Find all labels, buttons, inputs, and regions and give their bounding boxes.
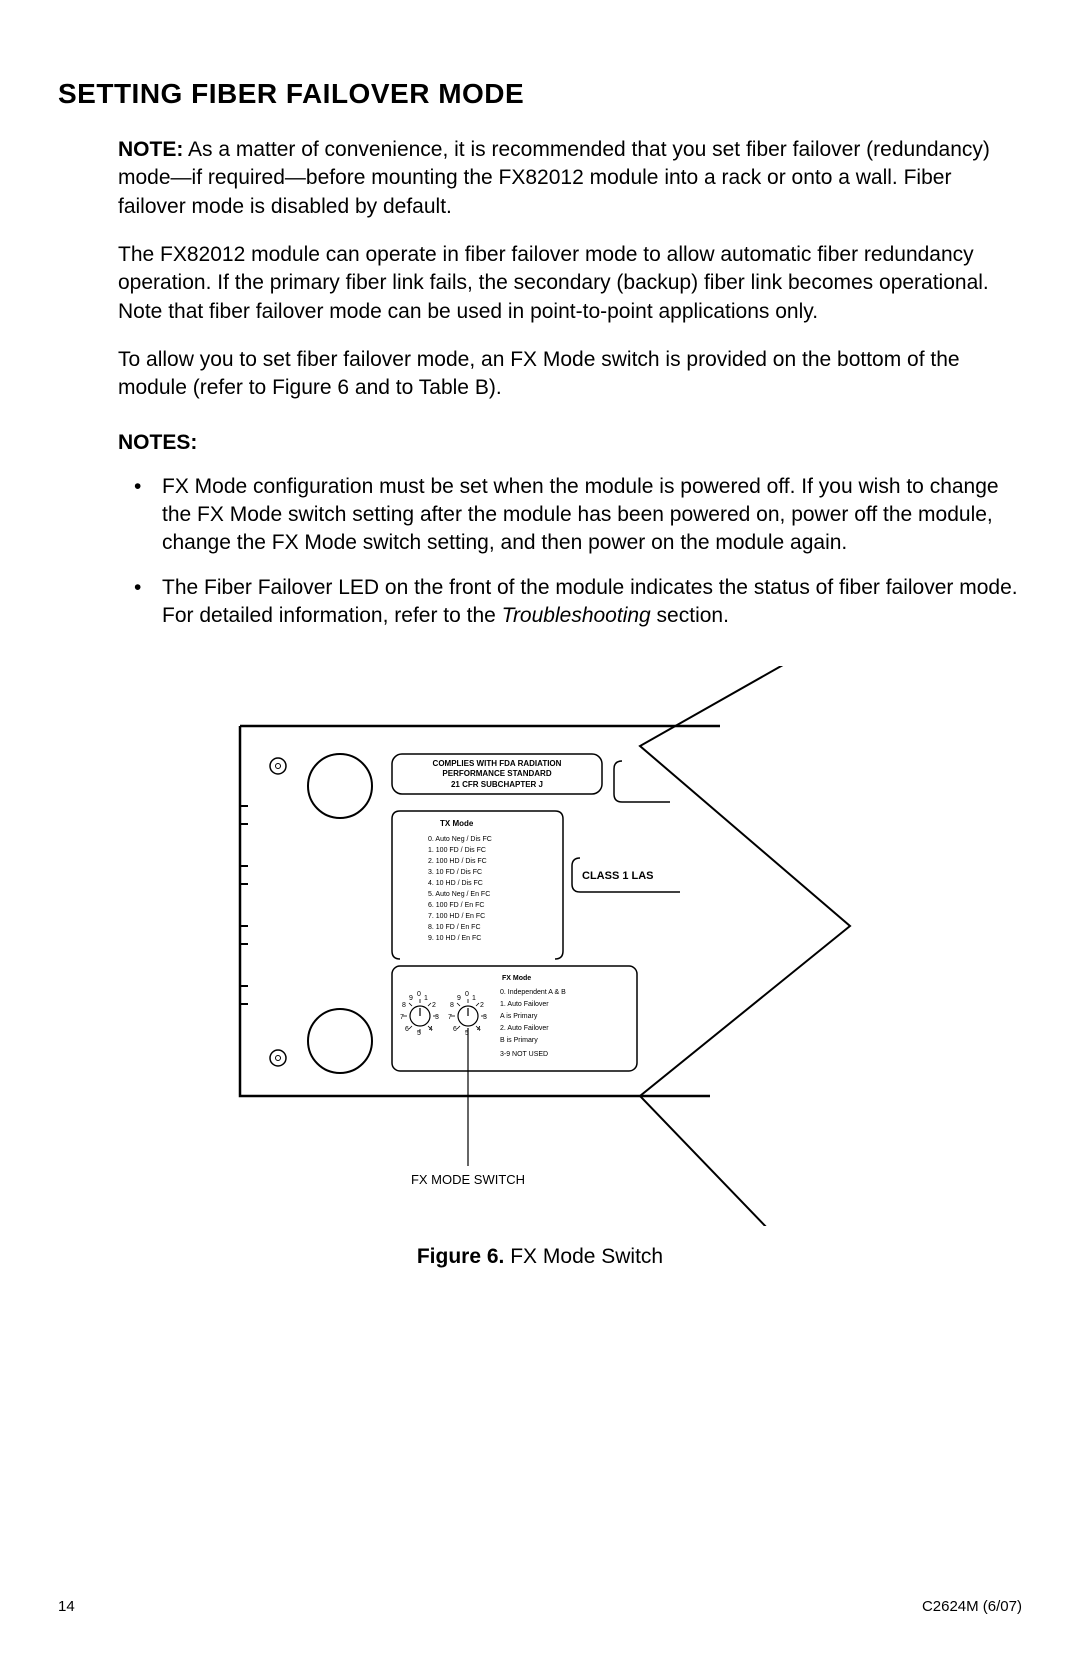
- svg-text:3. 10 FD / Dis FC: 3. 10 FD / Dis FC: [428, 869, 482, 876]
- svg-text:FX MODE SWITCH: FX MODE SWITCH: [411, 1172, 525, 1187]
- svg-text:1: 1: [472, 995, 476, 1002]
- document-id: C2624M (6/07): [922, 1598, 1022, 1615]
- svg-text:4: 4: [429, 1026, 433, 1033]
- svg-text:0. Auto Neg / Dis FC: 0. Auto Neg / Dis FC: [428, 836, 492, 843]
- svg-text:7: 7: [400, 1014, 404, 1021]
- list-item-text-italic: Troubleshooting: [502, 604, 651, 627]
- paragraph-3: To allow you to set fiber failover mode,…: [118, 346, 1022, 403]
- svg-text:3-9 NOT USED: 3-9 NOT USED: [500, 1051, 548, 1058]
- svg-text:0. Independent A & B: 0. Independent A & B: [500, 989, 566, 996]
- note-paragraph: NOTE: As a matter of convenience, it is …: [118, 136, 1022, 221]
- svg-text:6: 6: [453, 1026, 457, 1033]
- svg-text:21 CFR SUBCHAPTER J: 21 CFR SUBCHAPTER J: [451, 780, 543, 789]
- svg-text:9: 9: [409, 995, 413, 1002]
- svg-text:6. 100 FD / En FC: 6. 100 FD / En FC: [428, 902, 484, 909]
- svg-text:CLASS 1 LAS: CLASS 1 LAS: [582, 870, 654, 882]
- bullet-icon: •: [118, 574, 162, 631]
- svg-text:2. 100 HD / Dis FC: 2. 100 HD / Dis FC: [428, 858, 487, 865]
- notes-heading: NOTES:: [118, 431, 1022, 455]
- svg-text:4: 4: [477, 1026, 481, 1033]
- svg-text:7. 100 HD / En FC: 7. 100 HD / En FC: [428, 913, 485, 920]
- svg-text:FX Mode: FX Mode: [502, 975, 531, 982]
- svg-text:PERFORMANCE STANDARD: PERFORMANCE STANDARD: [442, 769, 551, 778]
- svg-text:TX Mode: TX Mode: [440, 819, 474, 828]
- page-number: 14: [58, 1598, 75, 1615]
- notes-list: • FX Mode configuration must be set when…: [118, 473, 1022, 631]
- svg-text:2: 2: [480, 1002, 484, 1009]
- fx-mode-switch-diagram: COMPLIES WITH FDA RADIATION PERFORMANCE …: [210, 666, 870, 1226]
- svg-text:8: 8: [402, 1002, 406, 1009]
- list-item: • The Fiber Failover LED on the front of…: [118, 574, 1022, 631]
- list-item-text-part: section.: [651, 604, 729, 627]
- figure-caption: Figure 6. FX Mode Switch: [58, 1245, 1022, 1269]
- svg-text:8: 8: [450, 1002, 454, 1009]
- svg-text:B is Primary: B is Primary: [500, 1037, 538, 1044]
- figure-caption-label: Figure 6.: [417, 1245, 505, 1268]
- svg-text:1: 1: [424, 995, 428, 1002]
- list-item-text: The Fiber Failover LED on the front of t…: [162, 574, 1022, 631]
- list-item-text: FX Mode configuration must be set when t…: [162, 473, 1022, 558]
- svg-text:9. 10 HD / En FC: 9. 10 HD / En FC: [428, 935, 481, 942]
- page-footer: 14 C2624M (6/07): [58, 1598, 1022, 1615]
- svg-text:3: 3: [435, 1014, 439, 1021]
- svg-text:1. Auto Failover: 1. Auto Failover: [500, 1001, 549, 1008]
- figure-caption-text: FX Mode Switch: [504, 1245, 663, 1268]
- section-title: SETTING FIBER FAILOVER MODE: [58, 78, 1022, 110]
- svg-text:8. 10 FD / En FC: 8. 10 FD / En FC: [428, 924, 481, 931]
- svg-text:9: 9: [457, 995, 461, 1002]
- svg-text:2. Auto Failover: 2. Auto Failover: [500, 1025, 549, 1032]
- paragraph-2: The FX82012 module can operate in fiber …: [118, 241, 1022, 326]
- rotary-dial-1-icon: 0 9 1 8 2 7 3 6 4 5: [400, 991, 439, 1037]
- svg-text:0: 0: [417, 991, 421, 998]
- figure: COMPLIES WITH FDA RADIATION PERFORMANCE …: [58, 666, 1022, 1269]
- svg-text:6: 6: [405, 1026, 409, 1033]
- svg-text:7: 7: [448, 1014, 452, 1021]
- svg-text:3: 3: [483, 1014, 487, 1021]
- svg-text:5. Auto Neg / En FC: 5. Auto Neg / En FC: [428, 891, 490, 898]
- svg-text:1. 100 FD / Dis FC: 1. 100 FD / Dis FC: [428, 847, 486, 854]
- svg-text:5: 5: [417, 1030, 421, 1037]
- note-label: NOTE:: [118, 138, 183, 161]
- bullet-icon: •: [118, 473, 162, 558]
- svg-text:4. 10 HD / Dis FC: 4. 10 HD / Dis FC: [428, 880, 483, 887]
- svg-text:0: 0: [465, 991, 469, 998]
- svg-text:COMPLIES WITH FDA RADIATION: COMPLIES WITH FDA RADIATION: [433, 759, 562, 768]
- svg-text:2: 2: [432, 1002, 436, 1009]
- svg-text:A is Primary: A is Primary: [500, 1013, 538, 1020]
- note-text: As a matter of convenience, it is recomm…: [118, 138, 990, 218]
- list-item: • FX Mode configuration must be set when…: [118, 473, 1022, 558]
